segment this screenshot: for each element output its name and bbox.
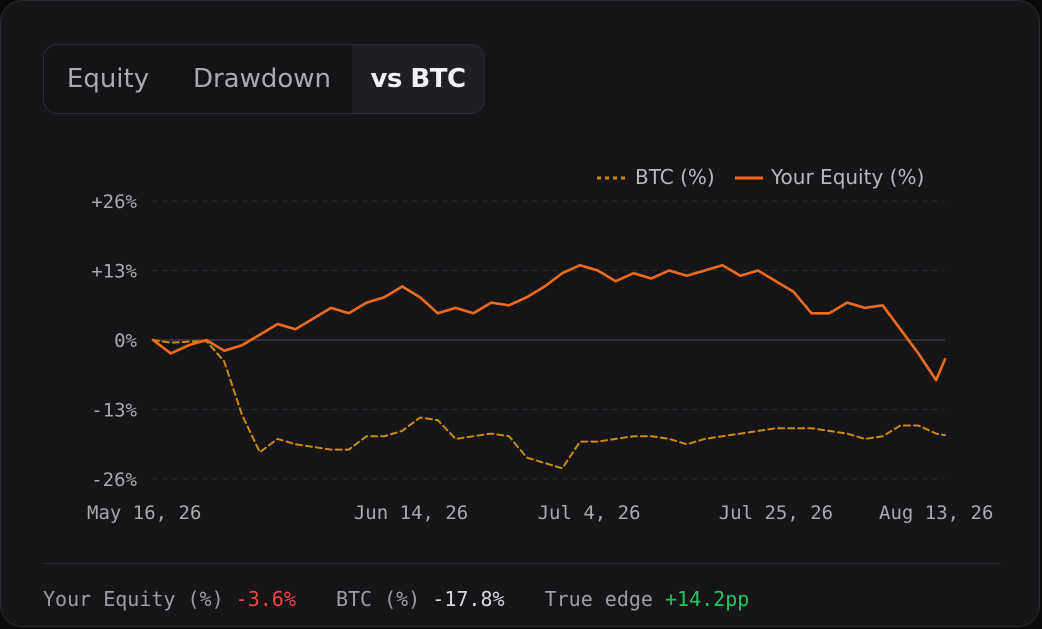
legend-btc-label: BTC (%) bbox=[635, 165, 715, 189]
btc-summary-value: -17.8% bbox=[432, 587, 505, 611]
x-tick-label: Aug 13, 26 bbox=[879, 502, 993, 524]
x-tick-label: Jun 14, 26 bbox=[354, 502, 468, 524]
footer-divider bbox=[43, 563, 1001, 564]
edge-summary-value: +14.2pp bbox=[665, 587, 750, 611]
y-axis-ticks: +26% +13% 0% -13% -26% bbox=[91, 191, 137, 491]
btc-summary-label: BTC (%) bbox=[335, 587, 421, 611]
x-tick-label: May 16, 26 bbox=[87, 502, 201, 524]
summary-footer: Your Equity (%) -3.6% BTC (%) -17.8% Tru… bbox=[43, 587, 749, 611]
chart-tab-bar: Equity Drawdown vs BTC bbox=[43, 44, 485, 114]
comparison-chart: +26% +13% 0% -13% -26% May 16, 26 Jun 14, 26 J… bbox=[87, 165, 993, 524]
equity-series-line bbox=[151, 263, 947, 382]
chart-series bbox=[151, 263, 947, 470]
chart-grid bbox=[153, 200, 945, 480]
x-tick-label: Jul 25, 26 bbox=[719, 502, 833, 524]
chart-legend: BTC (%) Your Equity (%) bbox=[597, 165, 924, 189]
legend-equity-label: Your Equity (%) bbox=[770, 165, 924, 189]
y-tick-label: -26% bbox=[91, 469, 137, 491]
y-tick-label: +26% bbox=[91, 191, 137, 213]
tab-equity[interactable]: Equity bbox=[66, 64, 150, 94]
x-tick-label: Jul 4, 26 bbox=[538, 502, 641, 524]
equity-summary-label: Your Equity (%) bbox=[43, 587, 224, 611]
edge-summary-label: True edge bbox=[544, 587, 653, 611]
y-tick-label: +13% bbox=[91, 261, 137, 283]
x-axis-ticks: May 16, 26 Jun 14, 26 Jul 4, 26 Jul 25, 26 A… bbox=[87, 502, 993, 524]
y-tick-label: -13% bbox=[91, 400, 137, 422]
tab-drawdown[interactable]: Drawdown bbox=[192, 64, 332, 94]
btc-series-line bbox=[152, 339, 946, 470]
equity-summary-value: -3.6% bbox=[235, 587, 296, 611]
tab-vs-btc[interactable]: vs BTC bbox=[352, 45, 484, 113]
y-tick-label: 0% bbox=[114, 330, 137, 352]
